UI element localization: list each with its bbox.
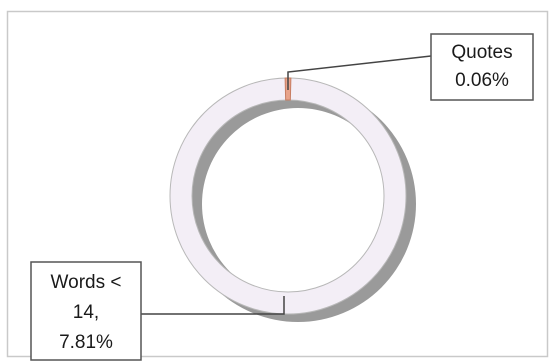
callout-words-box	[30, 261, 142, 361]
leader-line-quotes	[287, 55, 432, 90]
callout-quotes-line-1: Quotes	[451, 42, 512, 63]
callout-words: Words < 14, 7.81%	[30, 261, 142, 361]
callout-quotes: Quotes 0.06%	[430, 33, 534, 101]
callout-words-line-3: 7.81%	[59, 332, 113, 353]
callout-words-line-2: 14,	[73, 302, 99, 323]
callout-quotes-line-2: 0.06%	[455, 70, 509, 91]
leader-line-words	[141, 296, 285, 315]
callout-quotes-box	[430, 33, 534, 101]
callout-words-line-1: Words <	[51, 272, 122, 293]
donut-ring	[169, 77, 407, 315]
